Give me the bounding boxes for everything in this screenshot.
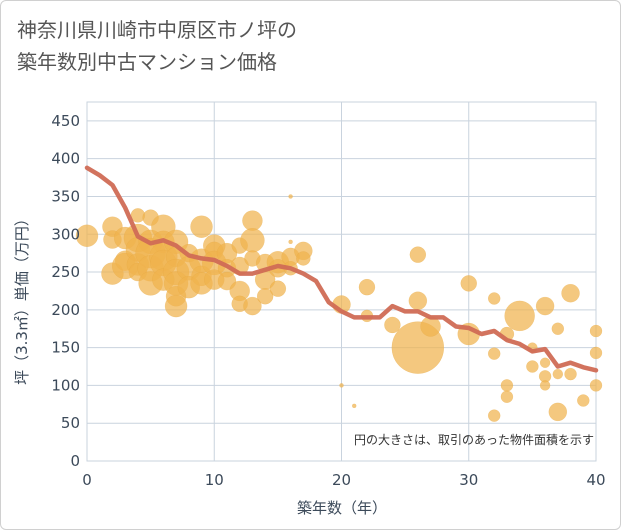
- bubble-point-74: [487, 292, 501, 305]
- bubble-point-79: [500, 390, 514, 404]
- bubble-point-27: [164, 294, 188, 318]
- x-tick-label-4: 40: [586, 471, 605, 489]
- y-tick-label-5: 250: [51, 263, 80, 281]
- bubble-point-31: [190, 215, 213, 238]
- bubble-point-88: [552, 368, 564, 380]
- y-tick-label-0: 0: [70, 452, 80, 470]
- chart-title-line-2: 築年数別中古マンション価格: [17, 50, 277, 74]
- bubble-point-94: [589, 346, 603, 360]
- x-tick-label-1: 10: [205, 471, 224, 489]
- bubble-point-92: [577, 394, 590, 407]
- y-tick-label-4: 200: [51, 301, 80, 319]
- bubble-point-59: [288, 194, 293, 199]
- bubble-point-90: [561, 283, 580, 303]
- bubble-point-78: [500, 379, 514, 392]
- bubble-point-67: [384, 316, 401, 334]
- bubble-point-46: [242, 210, 263, 231]
- y-axis-title: 坪（3.3㎡）単価（万円）: [13, 211, 31, 385]
- bubble-point-64: [351, 403, 357, 409]
- bubble-point-84: [539, 357, 551, 368]
- x-tick-label-0: 0: [82, 471, 92, 489]
- x-axis-title: 築年数（年）: [297, 499, 387, 517]
- y-tick-label-3: 150: [51, 339, 80, 357]
- bubble-size-note: 円の大きさは、取引のあった物件面積を示す: [354, 432, 594, 447]
- bubble-point-93: [589, 324, 603, 338]
- bubble-point-86: [539, 380, 551, 391]
- bubble-point-52: [256, 287, 274, 305]
- bubble-point-47: [240, 228, 265, 253]
- bubble-point-91: [564, 367, 577, 381]
- bubble-point-87: [551, 322, 565, 335]
- bubble-point-58: [288, 239, 293, 245]
- bubble-point-83: [535, 296, 555, 316]
- y-tick-label-2: 100: [51, 376, 80, 394]
- bubble-point-68: [409, 246, 427, 263]
- bubble-point-63: [339, 383, 344, 388]
- bubble-point-69: [408, 291, 428, 311]
- y-tick-label-8: 400: [51, 150, 80, 168]
- y-tick-label-1: 50: [61, 414, 80, 432]
- bubble-point-89: [548, 402, 568, 422]
- chart-title-line-1: 神奈川県川崎市中原区市ノ坪の: [17, 18, 297, 42]
- x-tick-label-2: 20: [332, 471, 351, 489]
- trend-line-layer: [84, 165, 599, 373]
- bubble-point-80: [504, 300, 535, 332]
- x-tick-label-3: 30: [459, 471, 478, 489]
- y-tick-label-9: 450: [51, 112, 80, 130]
- bubble-point-0: [75, 224, 99, 248]
- bubble-point-55: [269, 280, 287, 297]
- bubble-point-81: [526, 360, 539, 373]
- bubble-point-72: [460, 275, 477, 292]
- bubble-point-61: [296, 251, 311, 266]
- bubble-point-49: [243, 296, 262, 316]
- bubble-point-76: [487, 409, 501, 422]
- bubble-point-75: [487, 347, 501, 360]
- y-tick-label-6: 300: [51, 225, 80, 243]
- chart-title: 神奈川県川崎市中原区市ノ坪の 築年数別中古マンション価格: [17, 14, 297, 78]
- bubble-point-95: [589, 379, 603, 392]
- bubble-point-65: [358, 278, 376, 296]
- average-price-line: [84, 165, 599, 373]
- y-tick-label-7: 350: [51, 187, 80, 205]
